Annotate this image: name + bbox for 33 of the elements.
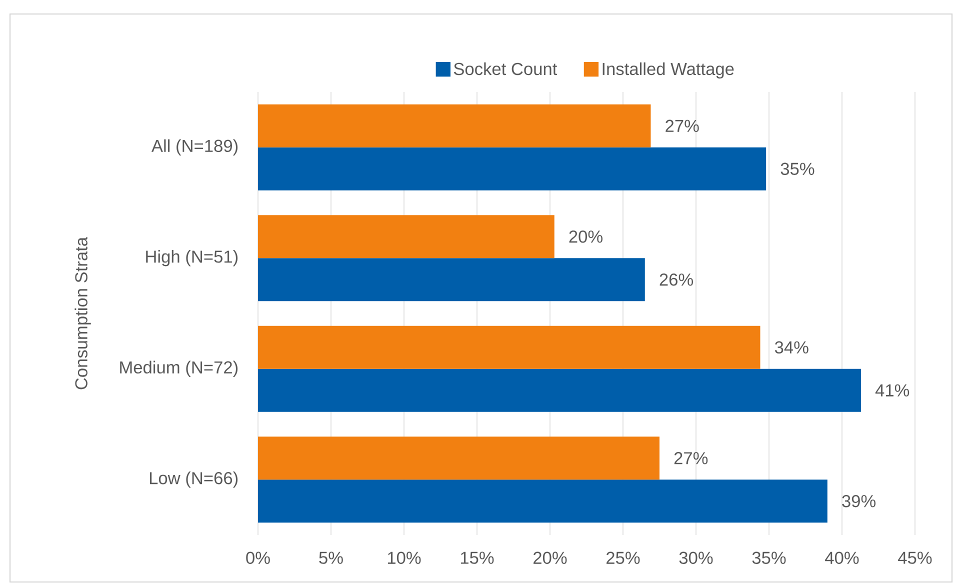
- data-label: 26%: [660, 274, 694, 286]
- bar: [258, 369, 861, 412]
- bar: [258, 215, 554, 258]
- x-tick-label: 25%: [606, 552, 640, 564]
- data-label: 20%: [569, 230, 602, 243]
- y-tick-label: Low (N=66): [150, 472, 238, 488]
- bar: [258, 104, 651, 148]
- bar: [258, 436, 660, 480]
- x-tick-label: 35%: [752, 552, 786, 564]
- y-axis-title: Consumption Strata: [74, 237, 91, 390]
- x-tick-label: 20%: [534, 552, 567, 564]
- x-tick-label: 40%: [825, 552, 859, 564]
- data-label: 27%: [666, 120, 699, 132]
- x-tick-label: 30%: [679, 552, 713, 564]
- data-label: 39%: [842, 495, 876, 508]
- bar: [258, 258, 645, 302]
- y-tick-label: High (N=51): [146, 250, 238, 266]
- data-label: 41%: [875, 384, 910, 397]
- data-label: 27%: [674, 452, 708, 464]
- bar: [258, 326, 760, 370]
- data-label: 35%: [780, 162, 814, 176]
- y-tick-label: Medium (N=72): [120, 361, 238, 378]
- x-tick-label: 10%: [388, 552, 421, 564]
- x-tick-label: 15%: [460, 552, 494, 564]
- x-tick-label: 5%: [319, 552, 343, 564]
- x-tick-label: 0%: [246, 552, 270, 564]
- data-label: 34%: [774, 341, 808, 354]
- legend-label: Socket Count: [454, 62, 558, 76]
- legend-label: Installed Wattage: [602, 62, 734, 79]
- bar: [258, 148, 766, 191]
- bar: [258, 480, 828, 523]
- x-tick-label: 45%: [898, 552, 932, 564]
- y-tick-label: All (N=189): [151, 140, 238, 156]
